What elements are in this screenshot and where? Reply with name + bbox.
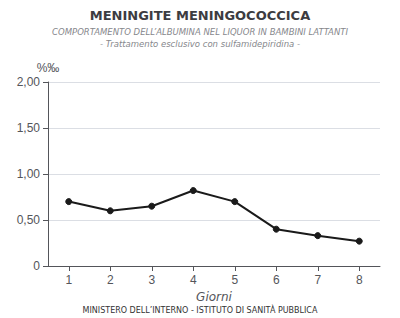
svg-text:2,00: 2,00 (17, 75, 41, 89)
svg-text:1: 1 (65, 273, 72, 287)
svg-text:1,50: 1,50 (17, 121, 41, 135)
svg-text:2: 2 (107, 273, 114, 287)
svg-text:1,00: 1,00 (17, 167, 41, 181)
svg-text:MINISTERO DELL’INTERNO - ISTIT: MINISTERO DELL’INTERNO - ISTITUTO DI SAN… (83, 304, 318, 315)
svg-text:%‰: %‰ (37, 61, 60, 75)
svg-text:6: 6 (273, 273, 280, 287)
svg-text:7: 7 (314, 273, 321, 287)
svg-text:3: 3 (148, 273, 155, 287)
svg-text:8: 8 (356, 273, 363, 287)
svg-text:- Trattamento esclusivo con su: - Trattamento esclusivo con sulfamidepir… (100, 39, 300, 49)
svg-text:COMPORTAMENTO DELL’ALBUMINA NE: COMPORTAMENTO DELL’ALBUMINA NEL LIQUOR I… (52, 27, 348, 37)
svg-text:Giorni: Giorni (196, 290, 233, 304)
svg-text:4: 4 (190, 273, 197, 287)
svg-text:0,50: 0,50 (17, 213, 41, 227)
svg-text:5: 5 (231, 273, 238, 287)
svg-text:0: 0 (33, 259, 40, 273)
svg-text:MENINGITE MENINGOCOCCICA: MENINGITE MENINGOCOCCICA (90, 8, 310, 23)
